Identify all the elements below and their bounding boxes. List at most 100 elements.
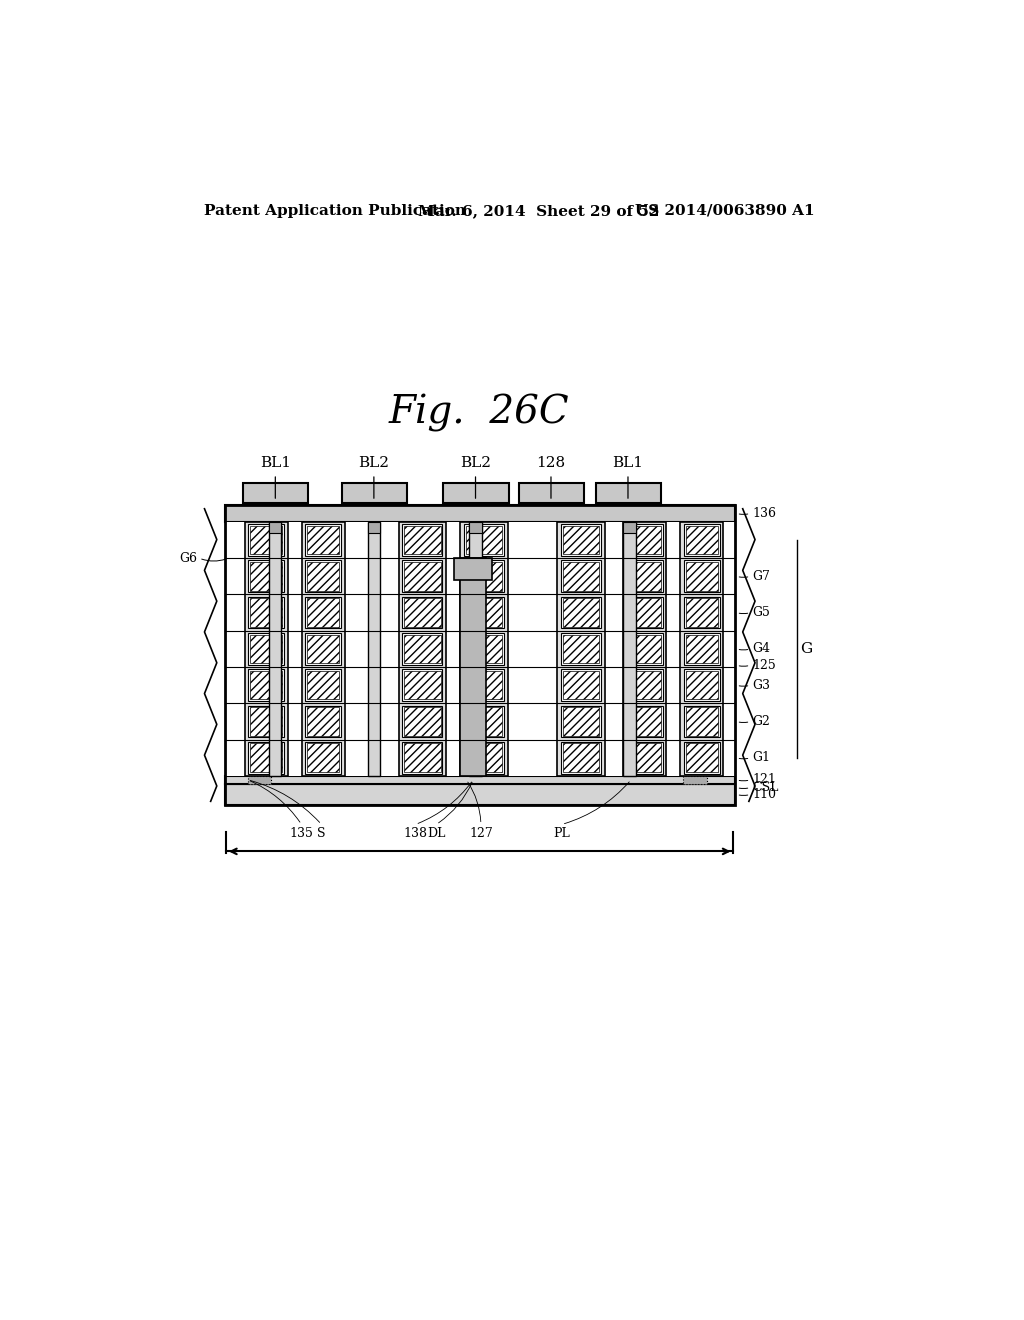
Bar [250,708,283,735]
Bar [466,635,503,663]
Text: G6: G6 [179,552,198,565]
Bar [249,634,284,665]
Bar [624,521,636,533]
Bar [402,669,442,701]
Bar [301,521,345,776]
Bar [562,743,599,772]
Bar [403,635,441,663]
Bar [403,708,441,735]
Bar [443,483,509,503]
Text: Fig.  26C: Fig. 26C [389,393,569,432]
Bar [466,671,503,700]
Bar [249,597,284,628]
Bar [307,708,339,735]
Bar [561,669,601,701]
Bar [224,776,735,784]
Bar [250,635,283,663]
Bar [245,521,288,776]
Bar [305,524,341,556]
Bar [403,671,441,700]
Bar [628,524,663,556]
Bar [629,562,662,590]
Bar [403,598,441,627]
Bar [561,524,601,556]
Bar [561,742,601,774]
Bar [403,743,441,772]
Bar [562,708,599,735]
Bar [684,597,720,628]
Bar [305,597,341,628]
Bar [464,634,504,665]
Text: 128: 128 [537,457,565,470]
Bar [686,562,718,590]
Bar [684,669,720,701]
Bar [686,525,718,554]
Bar [224,784,735,805]
Text: 136: 136 [753,507,777,520]
Bar [686,671,718,700]
Bar [307,635,339,663]
Bar [596,483,662,503]
Text: BL2: BL2 [358,457,389,470]
Text: S: S [317,826,326,840]
Bar [518,483,584,503]
Bar [624,521,636,776]
Bar [466,525,503,554]
Bar [561,597,601,628]
Text: PL: PL [553,826,570,840]
Bar [243,483,308,503]
Text: G2: G2 [753,715,771,729]
Bar [454,558,493,579]
Bar [464,706,504,738]
Bar [269,521,282,776]
Bar [224,521,735,776]
Text: G4: G4 [753,643,771,656]
Text: G3: G3 [753,678,771,692]
Bar [686,743,718,772]
Text: 135: 135 [290,826,313,840]
Bar [305,561,341,593]
Bar [464,524,504,556]
Text: 125: 125 [753,659,776,672]
Bar [368,521,380,776]
Bar [684,634,720,665]
Bar [464,742,504,774]
Bar [224,506,735,805]
Bar [305,634,341,665]
Bar [562,671,599,700]
Bar [250,743,283,772]
Bar [628,706,663,738]
Bar [464,669,504,701]
Bar [307,598,339,627]
Bar [402,524,442,556]
Bar [680,521,724,776]
Bar [684,561,720,593]
Text: 110: 110 [753,788,777,801]
Bar [249,524,284,556]
Text: CSL: CSL [753,781,779,795]
Bar [403,525,441,554]
Bar [402,597,442,628]
Bar [562,635,599,663]
Bar [561,706,601,738]
Bar [402,706,442,738]
Bar [683,776,707,784]
Text: G7: G7 [753,570,771,583]
Bar [466,598,503,627]
Bar [342,483,407,503]
Bar [460,521,508,776]
Bar [307,562,339,590]
Text: 138: 138 [403,826,427,840]
Bar [562,598,599,627]
Text: BL1: BL1 [612,457,643,470]
Text: BL1: BL1 [260,457,291,470]
Text: G5: G5 [753,606,771,619]
Bar [562,525,599,554]
Bar [466,743,503,772]
Bar [305,669,341,701]
Bar [249,706,284,738]
Bar [629,598,662,627]
Bar [250,525,283,554]
Bar [249,669,284,701]
Text: G: G [801,642,813,656]
